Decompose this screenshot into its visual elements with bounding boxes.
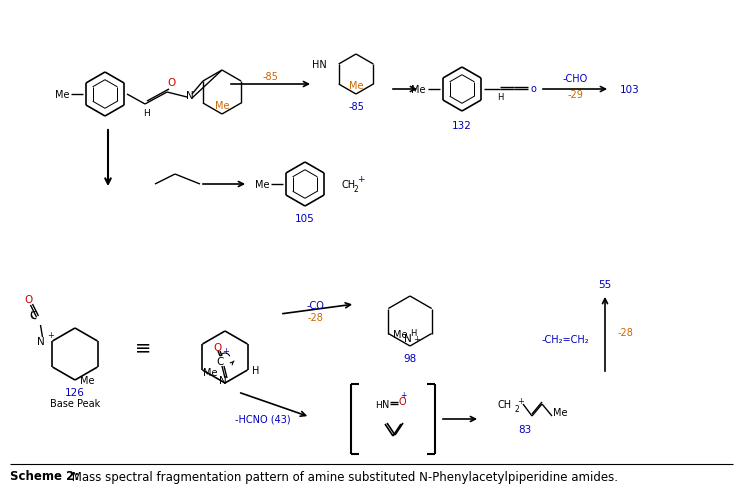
Text: C: C xyxy=(216,356,224,366)
Text: HN: HN xyxy=(312,60,327,70)
Text: 55: 55 xyxy=(598,280,611,289)
Text: O: O xyxy=(213,342,221,352)
Text: CH: CH xyxy=(498,399,512,409)
Text: 103: 103 xyxy=(620,85,640,95)
Text: N: N xyxy=(186,91,194,101)
Text: H: H xyxy=(410,328,416,337)
Text: Me: Me xyxy=(204,367,218,377)
Text: Me: Me xyxy=(393,329,408,339)
Text: Me: Me xyxy=(215,101,230,111)
Text: -HCNO (43): -HCNO (43) xyxy=(236,414,291,424)
Text: -85: -85 xyxy=(262,72,278,82)
Text: Me: Me xyxy=(412,85,426,95)
Text: H: H xyxy=(374,400,381,408)
Text: -CO: -CO xyxy=(306,301,324,310)
Text: 126: 126 xyxy=(65,387,85,397)
Text: o: o xyxy=(530,84,536,94)
Text: Scheme 2:: Scheme 2: xyxy=(10,469,79,483)
Text: Me: Me xyxy=(553,407,567,417)
Text: H: H xyxy=(497,92,503,102)
Text: -CH₂=CH₂: -CH₂=CH₂ xyxy=(541,334,588,345)
Text: +: + xyxy=(414,334,421,343)
Text: Me: Me xyxy=(54,90,69,100)
Text: O: O xyxy=(398,396,406,406)
Text: +: + xyxy=(518,396,525,405)
Text: O: O xyxy=(25,294,33,305)
Text: 98: 98 xyxy=(403,353,417,363)
Text: -28: -28 xyxy=(617,327,633,337)
Text: N: N xyxy=(36,336,45,346)
Text: -28: -28 xyxy=(307,312,323,323)
Text: 2: 2 xyxy=(515,404,519,413)
Text: -85: -85 xyxy=(348,102,364,112)
Text: ≡: ≡ xyxy=(134,338,151,357)
Text: N: N xyxy=(219,375,227,385)
Text: C: C xyxy=(30,310,37,320)
Text: +: + xyxy=(47,330,54,339)
Text: H: H xyxy=(143,108,149,117)
Text: Mass spectral fragmentation pattern of amine substituted N-Phenylacetylpiperidin: Mass spectral fragmentation pattern of a… xyxy=(68,469,618,483)
Text: Base Peak: Base Peak xyxy=(50,398,100,408)
Text: N: N xyxy=(383,399,389,409)
Text: CH: CH xyxy=(341,180,355,190)
Text: +: + xyxy=(400,390,406,399)
Text: 132: 132 xyxy=(452,121,472,131)
Text: H: H xyxy=(252,365,259,375)
Text: O: O xyxy=(168,78,176,88)
Text: Me: Me xyxy=(255,180,269,190)
Text: +: + xyxy=(223,347,230,356)
Text: +: + xyxy=(357,175,365,184)
Text: Me: Me xyxy=(80,375,94,385)
Text: 2: 2 xyxy=(353,184,357,193)
Text: -CHO: -CHO xyxy=(562,74,588,84)
Text: -29: -29 xyxy=(567,90,583,100)
Text: 83: 83 xyxy=(519,424,532,434)
Text: 105: 105 xyxy=(295,214,315,224)
Text: Me: Me xyxy=(348,81,363,91)
Text: N: N xyxy=(404,333,412,343)
